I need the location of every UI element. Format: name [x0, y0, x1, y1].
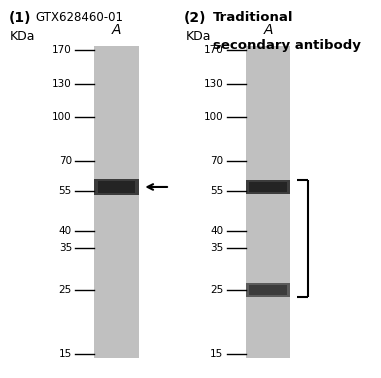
Text: 25: 25 — [59, 285, 72, 295]
Text: KDa: KDa — [186, 29, 211, 43]
Text: 70: 70 — [59, 156, 72, 166]
Bar — [246, 46, 290, 358]
Bar — [249, 182, 287, 192]
Text: 40: 40 — [210, 226, 223, 236]
Text: A: A — [263, 23, 273, 37]
Text: 130: 130 — [52, 79, 72, 89]
Text: 55: 55 — [210, 186, 223, 197]
Text: 15: 15 — [59, 349, 72, 359]
Bar — [249, 285, 287, 295]
Text: 100: 100 — [52, 112, 72, 122]
Bar — [246, 283, 290, 297]
Text: 35: 35 — [59, 243, 72, 253]
Text: 100: 100 — [204, 112, 223, 122]
Bar — [94, 178, 139, 195]
Text: 55: 55 — [59, 186, 72, 197]
Text: GTX628460-01: GTX628460-01 — [36, 11, 124, 24]
Text: (2): (2) — [184, 11, 206, 25]
Text: A: A — [112, 23, 122, 37]
Text: 170: 170 — [52, 45, 72, 55]
Bar — [98, 181, 135, 193]
Text: 130: 130 — [203, 79, 223, 89]
Bar — [246, 180, 290, 194]
Text: secondary antibody: secondary antibody — [213, 39, 361, 52]
Bar — [94, 46, 139, 358]
Text: 70: 70 — [210, 156, 223, 166]
Text: 15: 15 — [210, 349, 223, 359]
Text: 35: 35 — [210, 243, 223, 253]
Text: Traditional: Traditional — [213, 11, 293, 24]
Text: KDa: KDa — [10, 29, 35, 43]
Text: 40: 40 — [59, 226, 72, 236]
Text: 170: 170 — [203, 45, 223, 55]
Text: (1): (1) — [8, 11, 31, 25]
Text: 25: 25 — [210, 285, 223, 295]
